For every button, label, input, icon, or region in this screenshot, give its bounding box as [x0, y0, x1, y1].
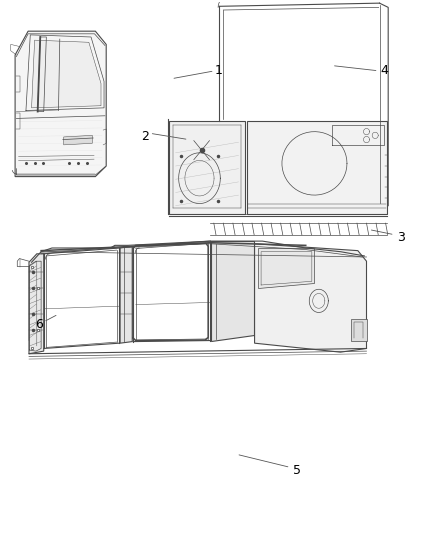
Polygon shape [29, 254, 44, 354]
Polygon shape [64, 135, 92, 145]
Polygon shape [258, 248, 314, 288]
Text: 5: 5 [293, 464, 301, 477]
Polygon shape [254, 244, 367, 352]
Polygon shape [169, 121, 245, 214]
Polygon shape [211, 241, 254, 341]
Text: 1: 1 [215, 64, 223, 77]
Text: 3: 3 [397, 231, 405, 244]
Polygon shape [120, 246, 132, 343]
Polygon shape [351, 319, 367, 341]
Polygon shape [32, 40, 101, 108]
Polygon shape [247, 121, 387, 214]
Polygon shape [15, 31, 106, 176]
Text: 2: 2 [141, 131, 149, 143]
Text: 4: 4 [380, 64, 388, 77]
Text: 6: 6 [35, 318, 43, 331]
